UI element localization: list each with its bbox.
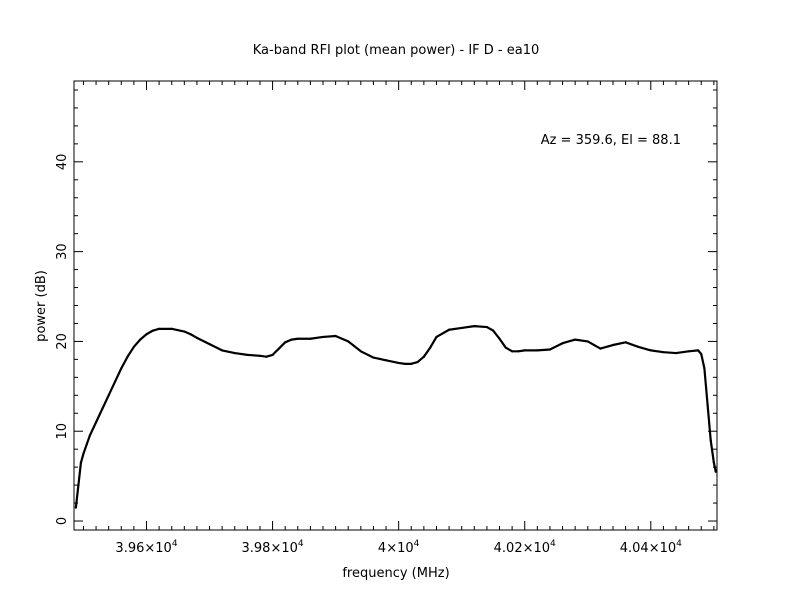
- series-point: [709, 439, 712, 442]
- series-point: [624, 341, 627, 344]
- minor-ticks: [74, 81, 717, 530]
- series-point: [107, 394, 110, 397]
- series-point: [416, 360, 419, 364]
- series-point: [77, 484, 80, 487]
- series-point: [536, 349, 539, 352]
- x-axis-label: frequency (MHz): [342, 566, 449, 581]
- series-point: [321, 335, 325, 339]
- series-point: [611, 343, 615, 347]
- series-point: [120, 367, 123, 370]
- series-point: [284, 341, 287, 344]
- series-point: [384, 359, 388, 362]
- series-point: [561, 342, 564, 345]
- series-point: [410, 362, 413, 365]
- series-point: [277, 347, 280, 350]
- series-point: [548, 348, 552, 351]
- series-point: [334, 334, 337, 338]
- series-point: [265, 355, 268, 358]
- series-point: [372, 356, 375, 359]
- series-point: [511, 350, 514, 353]
- series-point: [403, 362, 407, 365]
- y-tick-label: 40: [55, 154, 70, 171]
- chart-title: Ka-band RFI plot (mean power) - IF D - e…: [253, 43, 540, 58]
- x-tick-label: 4.02×104: [494, 539, 556, 556]
- series-point: [523, 349, 526, 352]
- series-power-line: [74, 325, 717, 509]
- series-point: [429, 346, 432, 349]
- series-point: [208, 343, 211, 346]
- y-tick-label: 20: [55, 333, 70, 350]
- series-point: [113, 380, 117, 383]
- series-point: [696, 349, 700, 352]
- y-major-ticks: 0 10 20 30 40: [55, 154, 717, 525]
- series-point: [498, 337, 501, 340]
- series-point: [473, 325, 476, 328]
- series-point: [460, 326, 463, 330]
- series-point: [637, 345, 640, 348]
- series-point: [397, 361, 400, 365]
- series-point: [492, 329, 495, 332]
- series-point: [296, 337, 299, 340]
- x-tick-label: 3.98×104: [242, 539, 304, 556]
- series-point: [712, 461, 715, 464]
- series-point: [674, 351, 678, 355]
- series-point: [447, 328, 451, 331]
- series-point: [233, 351, 236, 355]
- series-point: [195, 336, 199, 339]
- series-point: [85, 443, 88, 446]
- x-tick-label: 4×104: [378, 539, 420, 556]
- series-point: [79, 461, 83, 464]
- series-point: [126, 355, 129, 358]
- x-major-ticks: 3.96×104 3.98×104 4×104 4.02×104 4.04×104: [115, 81, 682, 556]
- series-point: [347, 340, 350, 343]
- y-tick-label: 0: [55, 517, 70, 525]
- y-tick-label: 10: [55, 423, 70, 440]
- series-point: [290, 338, 293, 341]
- series-point: [271, 353, 274, 356]
- series-point: [706, 403, 709, 406]
- series-point: [586, 340, 589, 343]
- series-point: [574, 338, 577, 341]
- series-point: [359, 350, 362, 353]
- y-tick-label: 30: [55, 243, 70, 260]
- series-point: [170, 327, 173, 330]
- series-point: [649, 349, 652, 352]
- series-point: [74, 506, 77, 509]
- series-point: [485, 325, 489, 329]
- series-point: [422, 355, 425, 358]
- series-point: [703, 367, 706, 370]
- series-points: [74, 325, 717, 509]
- x-tick-label: 3.96×104: [115, 539, 177, 556]
- series-point: [517, 350, 520, 353]
- series-point: [435, 335, 438, 339]
- y-axis-label: power (dB): [34, 270, 49, 342]
- series-point: [700, 352, 703, 356]
- series-point: [687, 350, 690, 353]
- series-point: [189, 333, 192, 336]
- series-point: [145, 333, 148, 336]
- x-tick-label: 4.04×104: [620, 539, 682, 556]
- series-point: [714, 470, 717, 473]
- series-point: [151, 329, 154, 332]
- series-point: [94, 421, 98, 424]
- series-point: [258, 354, 262, 357]
- series-point: [158, 327, 161, 330]
- series-point: [139, 338, 142, 341]
- series-point: [88, 434, 91, 437]
- series-point: [504, 346, 507, 349]
- series-point: [82, 452, 85, 455]
- series-point: [221, 349, 224, 352]
- series-point: [101, 407, 104, 410]
- series-point: [309, 337, 312, 340]
- series-point: [599, 347, 602, 350]
- series-point: [662, 351, 665, 354]
- series-point: [132, 345, 135, 348]
- az-el-annotation: Az = 359.6, El = 88.1: [541, 133, 681, 148]
- series-point: [246, 353, 249, 356]
- series-point: [183, 330, 186, 333]
